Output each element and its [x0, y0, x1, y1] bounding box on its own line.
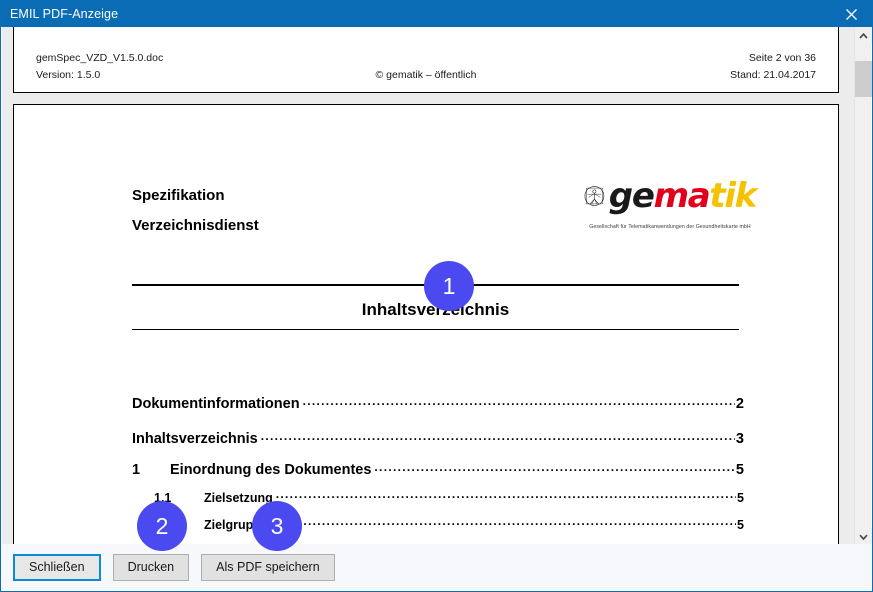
- pdf-page-current: Spezifikation Verzeichnisdienst: [13, 104, 839, 545]
- logo-word-part-1: ge: [608, 176, 655, 216]
- bottom-toolbar: Schließen Drucken Als PDF speichern: [2, 544, 872, 590]
- close-button[interactable]: Schließen: [13, 553, 101, 581]
- toc-entry-label: Dokumentinformationen: [132, 396, 300, 412]
- toc-dot-leader: [276, 490, 736, 503]
- toc-entry-page-number: 5: [737, 518, 744, 532]
- window-title: EMIL PDF-Anzeige: [10, 7, 119, 21]
- scroll-down-button[interactable]: [855, 528, 872, 545]
- close-window-button[interactable]: [828, 1, 872, 27]
- toc-entry-label: Inhaltsverzeichnis: [132, 431, 258, 447]
- annotation-marker-2: 2: [137, 501, 187, 551]
- logo-wordmark: gematik: [608, 176, 758, 216]
- footer-version: Version: 1.5.0: [36, 69, 101, 81]
- toc-entry-label: Zielgruppe: [204, 518, 268, 532]
- logo-main-row: gematik: [584, 173, 758, 219]
- footer-center-note: © gematik – öffentlich: [375, 69, 477, 81]
- close-icon: [845, 8, 857, 20]
- toc-entry-page-number: 2: [735, 396, 744, 412]
- toc-dot-leader: [303, 395, 735, 410]
- toc-entry-page-number: 5: [737, 491, 744, 505]
- toc-entry[interactable]: Dokumentinformationen 2: [132, 377, 744, 413]
- toc-title: Inhaltsverzeichnis: [361, 299, 510, 319]
- logo-subtitle: Gesellschaft für Telematikanwendungen de…: [589, 224, 751, 230]
- print-button[interactable]: Drucken: [112, 553, 190, 581]
- vertical-scrollbar[interactable]: [854, 27, 872, 545]
- document-heading-line-1: Spezifikation: [132, 187, 225, 204]
- title-bar: EMIL PDF-Anzeige: [1, 1, 872, 27]
- document-viewport[interactable]: gemSpec_VZD_V1.5.0.doc Seite 2 von 36 Ve…: [2, 27, 857, 545]
- annotation-marker-1: 1: [424, 261, 474, 311]
- toc-dot-leader: [374, 461, 735, 476]
- toc-entry-label: Zielsetzung: [204, 491, 273, 505]
- footer-date: Stand: 21.04.2017: [730, 69, 816, 81]
- scroll-up-button[interactable]: [855, 27, 872, 44]
- chevron-down-icon: [859, 534, 868, 540]
- toc-entry[interactable]: Inhaltsverzeichnis 3: [132, 412, 744, 448]
- document-heading-line-2: Verzeichnisdienst: [132, 217, 259, 234]
- toc-entry[interactable]: 1.2Zielgruppe5: [132, 505, 744, 533]
- footer-file-name: gemSpec_VZD_V1.5.0.doc: [36, 52, 164, 64]
- scrollbar-thumb[interactable]: [855, 61, 872, 97]
- footer-page-of: Seite 2 von 36: [748, 52, 816, 64]
- toc-entry-list: Dokumentinformationen2Inhaltsverzeichnis…: [132, 377, 744, 546]
- gematik-logo: gematik Gesellschaft für Telematikanwend…: [584, 173, 758, 230]
- toc-entry[interactable]: 1 Einordnung des Dokumentes 5: [132, 447, 744, 479]
- toc-entry-page-number: 3: [735, 431, 744, 447]
- save-as-pdf-button[interactable]: Als PDF speichern: [201, 553, 335, 581]
- toc-entry-label: Einordnung des Dokumentes: [170, 462, 372, 478]
- toc-entry-number: 1: [132, 462, 141, 478]
- toc-rule-bottom: [132, 328, 739, 331]
- document-heading: Spezifikation Verzeichnisdienst: [132, 181, 259, 241]
- toc-entry-page-number: 5: [735, 462, 744, 478]
- toc-dot-leader: [271, 517, 736, 530]
- chevron-up-icon: [859, 32, 868, 39]
- annotation-marker-3: 3: [252, 501, 302, 551]
- logo-word-part-3: tik: [709, 176, 757, 216]
- toc-entry[interactable]: 1.1Zielsetzung5: [132, 478, 744, 506]
- logo-word-part-2: ma: [653, 176, 711, 216]
- toc-dot-leader: [261, 430, 735, 445]
- vitruvian-man-icon: [584, 186, 605, 206]
- pdf-page-previous: gemSpec_VZD_V1.5.0.doc Seite 2 von 36 Ve…: [13, 27, 839, 93]
